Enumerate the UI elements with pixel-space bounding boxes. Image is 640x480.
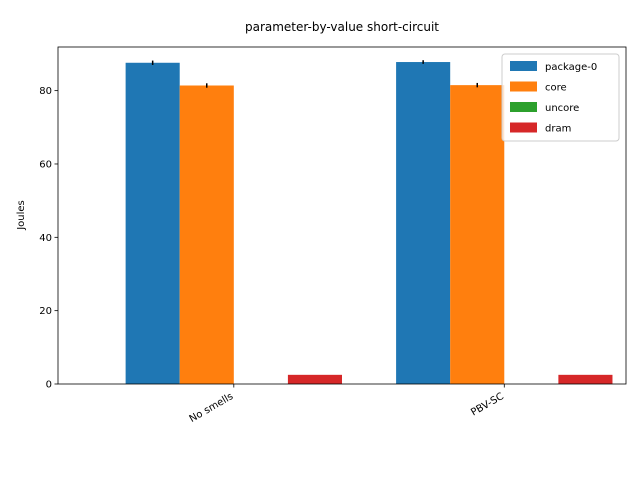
x-tick-label: No smells — [188, 391, 236, 425]
legend-swatch-uncore — [510, 102, 537, 112]
bar-core-0 — [179, 85, 234, 384]
legend-label-package-0: package-0 — [545, 62, 597, 73]
errorbars-group — [151, 60, 478, 88]
y-tick-label: 0 — [46, 380, 52, 391]
y-tick-label: 60 — [39, 159, 52, 170]
bar-package-0-0 — [125, 62, 180, 385]
legend-label-dram: dram — [545, 124, 571, 135]
x-axis-ticks: No smells PBV-SC — [188, 384, 506, 425]
legend-swatch-dram — [510, 122, 537, 133]
x-tick-label: PBV-SC — [469, 391, 505, 418]
legend: package-0 core uncore dram — [501, 53, 620, 142]
legend-swatch-core — [510, 81, 537, 92]
bar-package-0-1 — [396, 62, 451, 384]
bar-core-1 — [450, 85, 505, 384]
legend-label-uncore: uncore — [545, 103, 579, 114]
bars-group — [125, 62, 613, 385]
y-tick-label: 20 — [39, 306, 52, 317]
y-axis-label: Joules — [16, 200, 27, 231]
legend-box — [501, 53, 620, 142]
legend-label-core: core — [545, 83, 567, 94]
bar-dram-0 — [287, 374, 342, 384]
y-tick-label: 40 — [39, 233, 52, 244]
y-tick-label: 80 — [39, 86, 52, 97]
legend-swatch-package-0 — [510, 61, 537, 71]
chart-title: parameter-by-value short-circuit — [245, 20, 439, 34]
y-axis-ticks: 0 20 40 60 80 — [39, 86, 58, 391]
plot-frame — [57, 46, 627, 385]
bar-dram-1 — [558, 374, 613, 384]
